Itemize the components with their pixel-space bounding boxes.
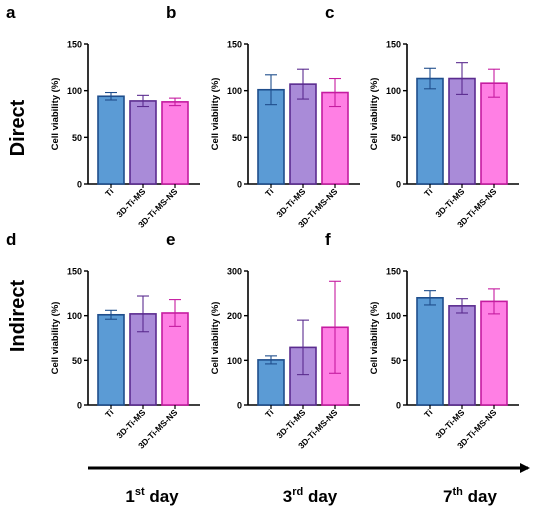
y-axis-label-b: Cell viability (%): [210, 78, 221, 151]
y-tick-label: 0: [77, 180, 82, 190]
y-tick-label: 0: [396, 401, 401, 411]
day-label-3: 3rd day: [283, 486, 338, 506]
day-label-7: 7th day: [443, 486, 497, 506]
y-tick-label: 0: [77, 401, 82, 411]
y-tick-label: 200: [227, 311, 242, 321]
y-tick-label: 150: [67, 267, 82, 277]
x-tick-label: 3D-Ti-MS: [433, 407, 466, 440]
y-tick-label: 50: [232, 133, 242, 143]
bar-3d-ti-ms-ns: [321, 91, 349, 185]
y-tick-label: 100: [386, 86, 401, 96]
row-label-direct: Direct: [7, 99, 29, 156]
bar-ti: [257, 88, 285, 185]
bar-3d-ti-ms-ns: [480, 82, 508, 185]
y-tick-label: 150: [386, 267, 401, 277]
bar-3d-ti-ms-ns: [161, 101, 189, 185]
y-tick-label: 150: [67, 40, 82, 50]
y-axis-label-f: Cell viability (%): [369, 302, 380, 375]
bar-3d-ti-ms-ns: [480, 300, 508, 406]
bar-3d-ti-ms: [448, 305, 476, 406]
day-label-1: 1st day: [125, 486, 179, 506]
x-tick-label: Ti: [103, 186, 115, 198]
panel-label-d: d: [6, 230, 16, 249]
y-tick-label: 100: [386, 311, 401, 321]
row-label-indirect: Indirect: [7, 280, 29, 353]
y-tick-label: 50: [72, 356, 82, 366]
x-tick-label: Ti: [263, 407, 275, 419]
bar-ti: [97, 313, 125, 406]
panel-label-b: b: [166, 3, 176, 22]
y-tick-label: 150: [227, 40, 242, 50]
x-tick-label: Ti: [103, 407, 115, 419]
y-axis-label-c: Cell viability (%): [369, 78, 380, 151]
bar-ti: [416, 296, 444, 406]
x-tick-label: 3D-Ti-MS: [274, 407, 307, 440]
y-tick-label: 300: [227, 267, 242, 277]
y-tick-label: 0: [237, 401, 242, 411]
y-tick-label: 0: [396, 180, 401, 190]
y-tick-label: 100: [227, 356, 242, 366]
bar-3d-ti-ms: [448, 77, 476, 185]
y-tick-label: 0: [237, 180, 242, 190]
bar-ti: [97, 95, 125, 185]
panel-label-c: c: [325, 3, 334, 22]
x-tick-label: Ti: [422, 407, 434, 419]
x-tick-label: 3D-Ti-MS: [114, 186, 147, 219]
panel-label-f: f: [325, 230, 331, 249]
y-tick-label: 50: [391, 133, 401, 143]
y-axis-label-a: Cell viability (%): [50, 78, 61, 151]
y-axis-label-d: Cell viability (%): [50, 302, 61, 375]
y-tick-label: 50: [391, 356, 401, 366]
x-tick-label: Ti: [422, 186, 434, 198]
x-tick-label: Ti: [263, 186, 275, 198]
y-tick-label: 100: [67, 311, 82, 321]
bar-ti: [257, 359, 285, 406]
bar-3d-ti-ms: [129, 100, 157, 185]
bar-3d-ti-ms: [289, 83, 317, 185]
y-axis-label-e: Cell viability (%): [210, 302, 221, 375]
panel-label-e: e: [166, 230, 175, 249]
bar-ti: [416, 77, 444, 185]
panel-label-a: a: [6, 3, 16, 22]
y-tick-label: 50: [72, 133, 82, 143]
x-tick-label: 3D-Ti-MS: [274, 186, 307, 219]
x-tick-label: 3D-Ti-MS: [433, 186, 466, 219]
y-tick-label: 150: [386, 40, 401, 50]
y-tick-label: 100: [227, 86, 242, 96]
x-tick-label: 3D-Ti-MS: [114, 407, 147, 440]
y-tick-label: 100: [67, 86, 82, 96]
